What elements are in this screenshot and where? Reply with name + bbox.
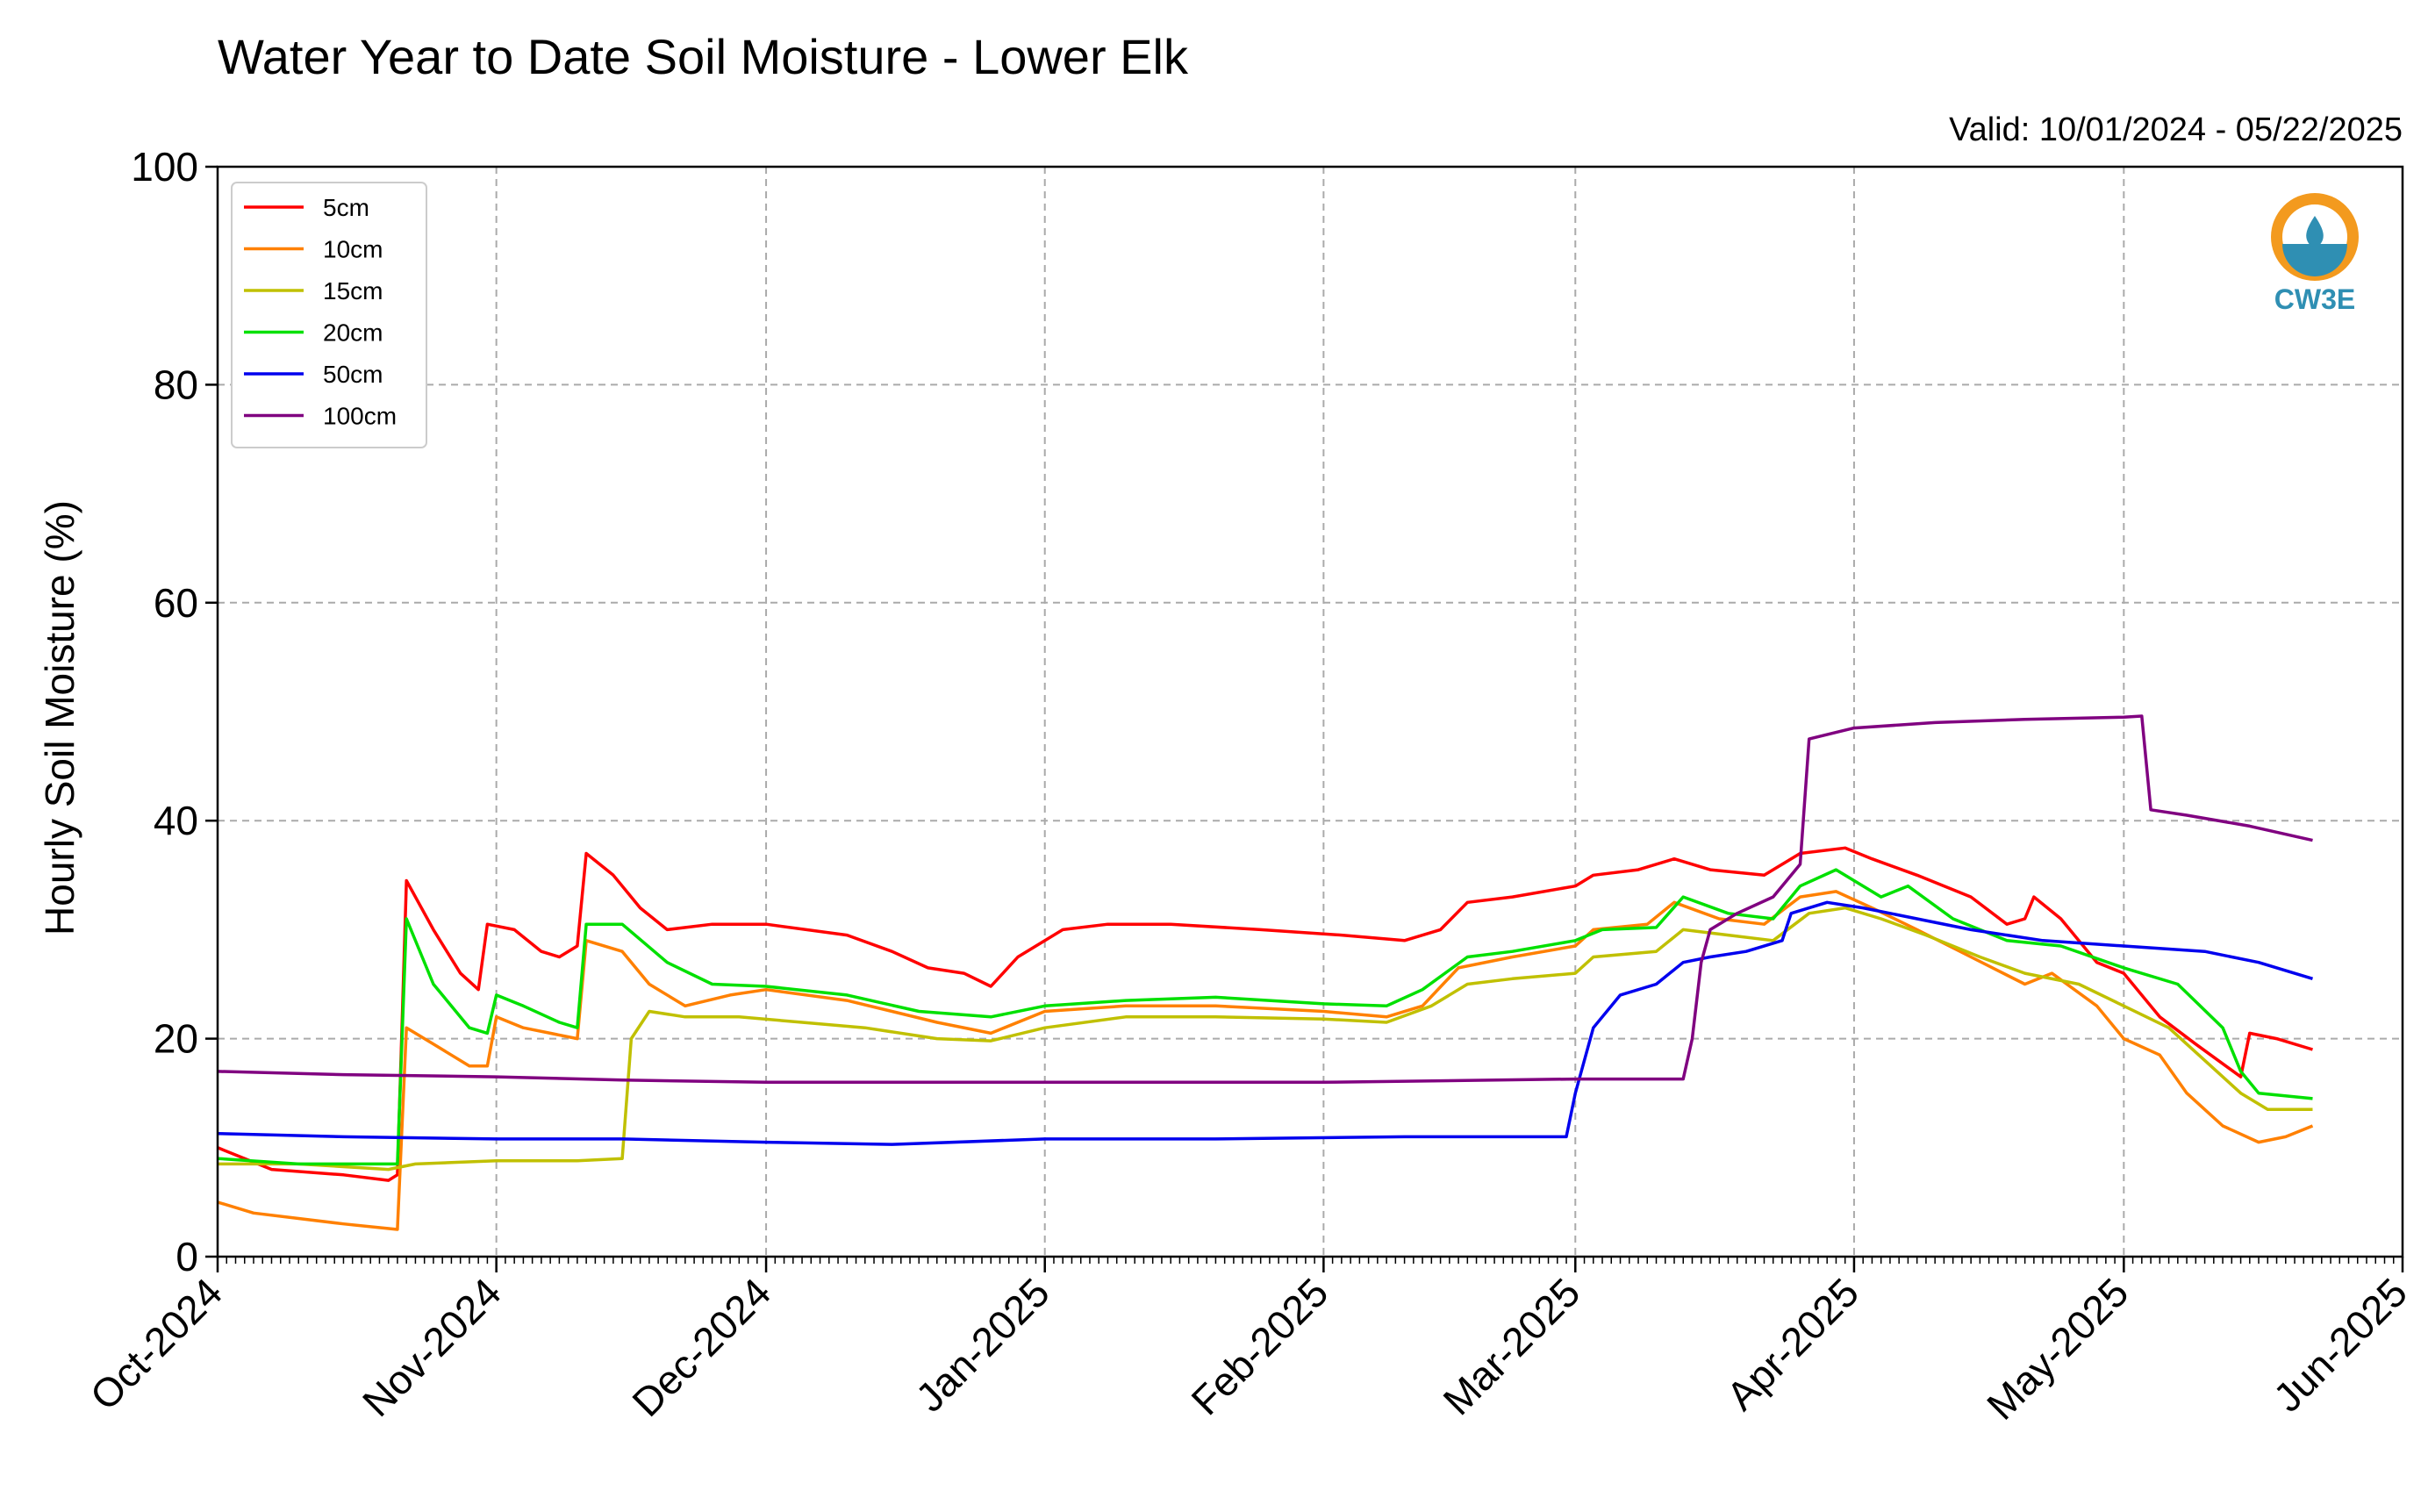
series-line-10cm — [217, 890, 2314, 1231]
series-line-5cm — [217, 846, 2314, 1182]
grid — [218, 167, 2403, 1257]
series-line-50cm — [217, 900, 2314, 1146]
y-tick-label: 60 — [154, 580, 198, 626]
x-tick-label: Dec-2024 — [623, 1269, 779, 1425]
x-tick-label: May-2025 — [1978, 1269, 2137, 1428]
legend-label-50cm: 50cm — [323, 361, 383, 388]
y-tick-label: 100 — [131, 144, 198, 190]
plot-frame — [216, 165, 2404, 1258]
y-axis-label: Hourly Soil Moisture (%) — [37, 500, 82, 935]
axes: 0 20 40 60 80 100 Oct-2024 Nov-2024 Dec-2024 Jan-… — [82, 144, 2417, 1429]
x-tick-label: Apr-2025 — [1717, 1269, 1867, 1419]
x-tick-label: Jun-2025 — [2265, 1269, 2416, 1420]
y-tick-label: 40 — [154, 798, 198, 843]
series-line-100cm — [217, 714, 2313, 1085]
y-tick-label: 20 — [154, 1016, 198, 1062]
legend-label-5cm: 5cm — [323, 194, 369, 221]
series-lines — [217, 714, 2314, 1231]
x-tick-label: Feb-2025 — [1182, 1269, 1336, 1423]
cw3e-logo: CW3E — [2271, 193, 2359, 315]
droplet-icon — [2306, 216, 2324, 249]
legend-label-10cm: 10cm — [323, 236, 383, 263]
legend-label-15cm: 15cm — [323, 277, 383, 305]
chart-title: Water Year to Date Soil Moisture - Lower… — [218, 29, 1189, 84]
y-tick-label: 80 — [154, 362, 198, 407]
legend-label-20cm: 20cm — [323, 319, 383, 347]
water-icon — [2282, 244, 2347, 276]
x-tick-label: Oct-2024 — [82, 1269, 232, 1419]
x-tick-label: Jan-2025 — [906, 1269, 1057, 1420]
series-line-15cm — [218, 906, 2313, 1172]
valid-range-subtitle: Valid: 10/01/2024 - 05/22/2025 — [1949, 111, 2403, 148]
x-tick-label: Mar-2025 — [1434, 1269, 1588, 1423]
logo-text: CW3E — [2274, 283, 2355, 315]
legend-label-100cm: 100cm — [323, 403, 397, 430]
y-tick-label: 0 — [175, 1234, 198, 1279]
legend: 5cm 10cm 15cm 20cm 50cm 100cm — [231, 182, 427, 448]
x-tick-label: Nov-2024 — [354, 1269, 510, 1425]
